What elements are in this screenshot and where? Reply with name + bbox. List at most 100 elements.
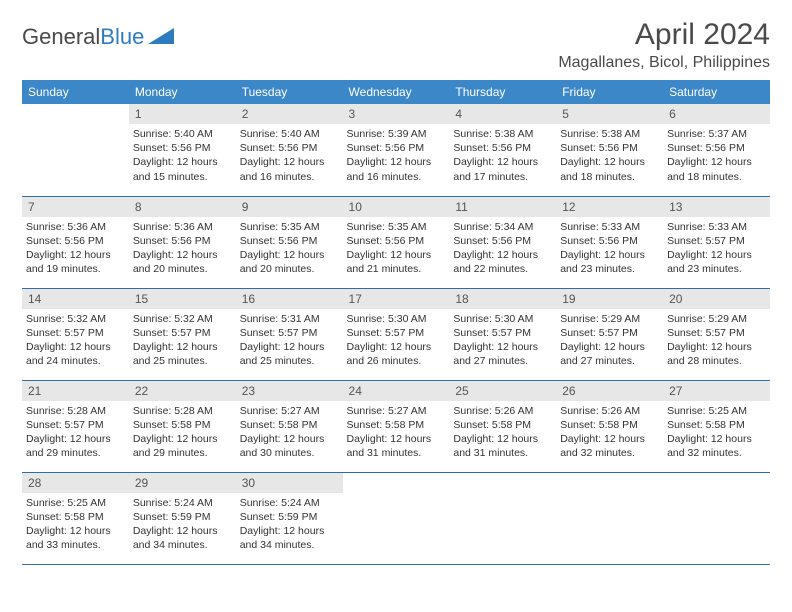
day-dl2: and 24 minutes. <box>26 354 125 368</box>
day-number: 23 <box>236 381 343 401</box>
day-cell: 19Sunrise: 5:29 AMSunset: 5:57 PMDayligh… <box>556 288 663 380</box>
day-sunset: Sunset: 5:58 PM <box>240 418 339 432</box>
day-sunrise: Sunrise: 5:28 AM <box>133 404 232 418</box>
day-number: 19 <box>556 289 663 309</box>
day-body: Sunrise: 5:32 AMSunset: 5:57 PMDaylight:… <box>129 309 236 373</box>
week-row: 7Sunrise: 5:36 AMSunset: 5:56 PMDaylight… <box>22 196 770 288</box>
day-sunset: Sunset: 5:57 PM <box>347 326 446 340</box>
day-sunset: Sunset: 5:57 PM <box>240 326 339 340</box>
day-body: Sunrise: 5:31 AMSunset: 5:57 PMDaylight:… <box>236 309 343 373</box>
day-sunset: Sunset: 5:57 PM <box>26 326 125 340</box>
day-cell: 6Sunrise: 5:37 AMSunset: 5:56 PMDaylight… <box>663 104 770 196</box>
dow-wednesday: Wednesday <box>343 80 450 104</box>
day-cell: 30Sunrise: 5:24 AMSunset: 5:59 PMDayligh… <box>236 472 343 564</box>
day-cell <box>343 472 450 564</box>
day-number: 8 <box>129 197 236 217</box>
day-body: Sunrise: 5:25 AMSunset: 5:58 PMDaylight:… <box>663 401 770 465</box>
day-cell: 3Sunrise: 5:39 AMSunset: 5:56 PMDaylight… <box>343 104 450 196</box>
day-sunrise: Sunrise: 5:36 AM <box>133 220 232 234</box>
day-dl1: Daylight: 12 hours <box>560 340 659 354</box>
day-number: 27 <box>663 381 770 401</box>
day-cell: 16Sunrise: 5:31 AMSunset: 5:57 PMDayligh… <box>236 288 343 380</box>
day-cell: 9Sunrise: 5:35 AMSunset: 5:56 PMDaylight… <box>236 196 343 288</box>
day-body: Sunrise: 5:40 AMSunset: 5:56 PMDaylight:… <box>129 124 236 188</box>
day-body: Sunrise: 5:26 AMSunset: 5:58 PMDaylight:… <box>556 401 663 465</box>
day-sunrise: Sunrise: 5:27 AM <box>240 404 339 418</box>
day-cell: 10Sunrise: 5:35 AMSunset: 5:56 PMDayligh… <box>343 196 450 288</box>
day-cell: 1Sunrise: 5:40 AMSunset: 5:56 PMDaylight… <box>129 104 236 196</box>
day-cell: 18Sunrise: 5:30 AMSunset: 5:57 PMDayligh… <box>449 288 556 380</box>
day-dl2: and 26 minutes. <box>347 354 446 368</box>
day-number: 10 <box>343 197 450 217</box>
day-number: 4 <box>449 104 556 124</box>
day-dl1: Daylight: 12 hours <box>667 340 766 354</box>
day-cell: 26Sunrise: 5:26 AMSunset: 5:58 PMDayligh… <box>556 380 663 472</box>
day-body: Sunrise: 5:35 AMSunset: 5:56 PMDaylight:… <box>343 217 450 281</box>
day-sunrise: Sunrise: 5:38 AM <box>560 127 659 141</box>
day-sunset: Sunset: 5:56 PM <box>240 141 339 155</box>
day-dl2: and 29 minutes. <box>133 446 232 460</box>
day-dl2: and 32 minutes. <box>560 446 659 460</box>
day-cell: 24Sunrise: 5:27 AMSunset: 5:58 PMDayligh… <box>343 380 450 472</box>
day-sunset: Sunset: 5:56 PM <box>347 141 446 155</box>
day-number: 28 <box>22 473 129 493</box>
day-sunset: Sunset: 5:56 PM <box>133 234 232 248</box>
day-dl2: and 31 minutes. <box>453 446 552 460</box>
day-number: 3 <box>343 104 450 124</box>
day-dl2: and 33 minutes. <box>26 538 125 552</box>
day-dl2: and 20 minutes. <box>240 262 339 276</box>
day-dl2: and 27 minutes. <box>560 354 659 368</box>
day-dl1: Daylight: 12 hours <box>347 248 446 262</box>
day-dl2: and 23 minutes. <box>560 262 659 276</box>
day-body: Sunrise: 5:33 AMSunset: 5:56 PMDaylight:… <box>556 217 663 281</box>
day-dl1: Daylight: 12 hours <box>133 432 232 446</box>
day-number: 5 <box>556 104 663 124</box>
dow-tuesday: Tuesday <box>236 80 343 104</box>
day-number: 1 <box>129 104 236 124</box>
day-body: Sunrise: 5:33 AMSunset: 5:57 PMDaylight:… <box>663 217 770 281</box>
day-dl2: and 34 minutes. <box>240 538 339 552</box>
week-row: 1Sunrise: 5:40 AMSunset: 5:56 PMDaylight… <box>22 104 770 196</box>
day-sunset: Sunset: 5:57 PM <box>560 326 659 340</box>
day-cell <box>22 104 129 196</box>
day-cell: 27Sunrise: 5:25 AMSunset: 5:58 PMDayligh… <box>663 380 770 472</box>
day-cell: 29Sunrise: 5:24 AMSunset: 5:59 PMDayligh… <box>129 472 236 564</box>
day-dl1: Daylight: 12 hours <box>667 248 766 262</box>
day-sunrise: Sunrise: 5:35 AM <box>240 220 339 234</box>
day-number: 12 <box>556 197 663 217</box>
day-dl2: and 31 minutes. <box>347 446 446 460</box>
day-body: Sunrise: 5:25 AMSunset: 5:58 PMDaylight:… <box>22 493 129 557</box>
day-dl2: and 19 minutes. <box>26 262 125 276</box>
day-sunset: Sunset: 5:58 PM <box>133 418 232 432</box>
day-sunrise: Sunrise: 5:26 AM <box>560 404 659 418</box>
day-sunset: Sunset: 5:56 PM <box>240 234 339 248</box>
day-dl2: and 18 minutes. <box>667 170 766 184</box>
day-number: 11 <box>449 197 556 217</box>
day-dl1: Daylight: 12 hours <box>667 432 766 446</box>
day-sunset: Sunset: 5:56 PM <box>667 141 766 155</box>
day-cell: 17Sunrise: 5:30 AMSunset: 5:57 PMDayligh… <box>343 288 450 380</box>
day-dl2: and 20 minutes. <box>133 262 232 276</box>
month-title: April 2024 <box>558 18 770 52</box>
day-cell: 12Sunrise: 5:33 AMSunset: 5:56 PMDayligh… <box>556 196 663 288</box>
day-dl2: and 32 minutes. <box>667 446 766 460</box>
day-dl2: and 18 minutes. <box>560 170 659 184</box>
day-dl1: Daylight: 12 hours <box>240 432 339 446</box>
day-dl2: and 27 minutes. <box>453 354 552 368</box>
day-dl2: and 16 minutes. <box>347 170 446 184</box>
day-body: Sunrise: 5:29 AMSunset: 5:57 PMDaylight:… <box>663 309 770 373</box>
day-sunset: Sunset: 5:58 PM <box>667 418 766 432</box>
day-sunset: Sunset: 5:56 PM <box>347 234 446 248</box>
day-body: Sunrise: 5:27 AMSunset: 5:58 PMDaylight:… <box>236 401 343 465</box>
day-dl1: Daylight: 12 hours <box>560 432 659 446</box>
day-sunset: Sunset: 5:58 PM <box>453 418 552 432</box>
day-dl1: Daylight: 12 hours <box>453 248 552 262</box>
day-sunrise: Sunrise: 5:31 AM <box>240 312 339 326</box>
day-dl2: and 17 minutes. <box>453 170 552 184</box>
location-text: Magallanes, Bicol, Philippines <box>558 54 770 72</box>
day-dl1: Daylight: 12 hours <box>560 248 659 262</box>
day-dl1: Daylight: 12 hours <box>347 155 446 169</box>
day-sunrise: Sunrise: 5:34 AM <box>453 220 552 234</box>
day-sunset: Sunset: 5:59 PM <box>133 510 232 524</box>
day-number: 29 <box>129 473 236 493</box>
